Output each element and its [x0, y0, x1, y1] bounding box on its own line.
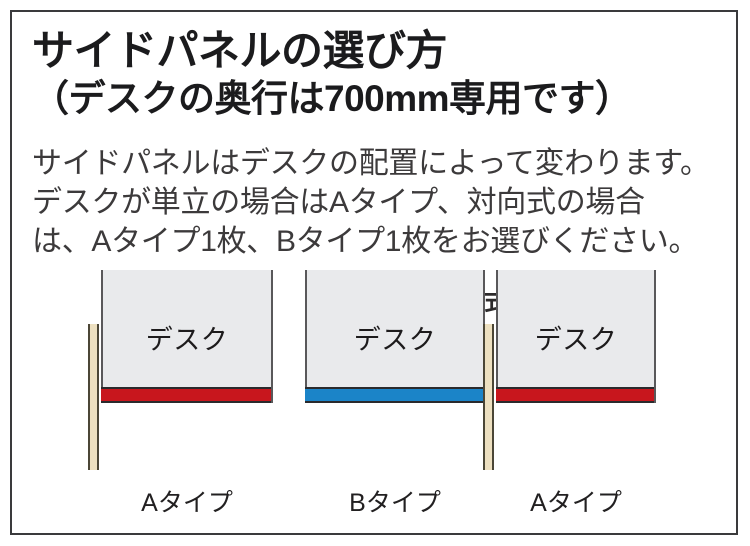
description-paragraph: サイドパネルはデスクの配置によって変わります。 デスクが単立の場合はAタイプ、対…	[32, 144, 722, 261]
side-panel-strip-a	[88, 324, 99, 470]
desk-box-facing-a: デスク	[496, 270, 656, 403]
desk-label: デスク	[145, 325, 229, 355]
description-line-2: デスクが単立の場合はAタイプ、対向式の場合	[32, 186, 645, 219]
title-line-secondary: （デスクの奥行は700mm専用です）	[32, 78, 632, 119]
desk-label: デスク	[534, 325, 618, 355]
page-title: サイドパネルの選び方 （デスクの奥行は700mm専用です）	[32, 26, 702, 122]
panel-bar-b	[305, 387, 483, 403]
panel-type-label-a-facing: Aタイプ	[530, 489, 622, 517]
layout-diagram: 単立 対向式 デスク Aタイプ デスク デスク Bタイプ Aタイプ	[0, 270, 750, 520]
desk-box-facing-b: デスク	[305, 270, 485, 403]
desk-label: デスク	[353, 325, 437, 355]
panel-bar-a	[101, 387, 271, 403]
title-line-primary: サイドパネルの選び方	[32, 27, 448, 74]
description-line-1: サイドパネルはデスクの配置によって変わります。	[32, 147, 710, 180]
panel-type-label-b: Bタイプ	[349, 489, 441, 517]
desk-box-single: デスク	[101, 270, 273, 403]
side-panel-strip-shared	[483, 324, 494, 470]
description-line-3: は、Aタイプ1枚、Bタイプ1枚をお選びください。	[32, 225, 699, 258]
panel-bar-a-facing	[496, 387, 654, 403]
panel-type-label-a: Aタイプ	[141, 489, 233, 517]
